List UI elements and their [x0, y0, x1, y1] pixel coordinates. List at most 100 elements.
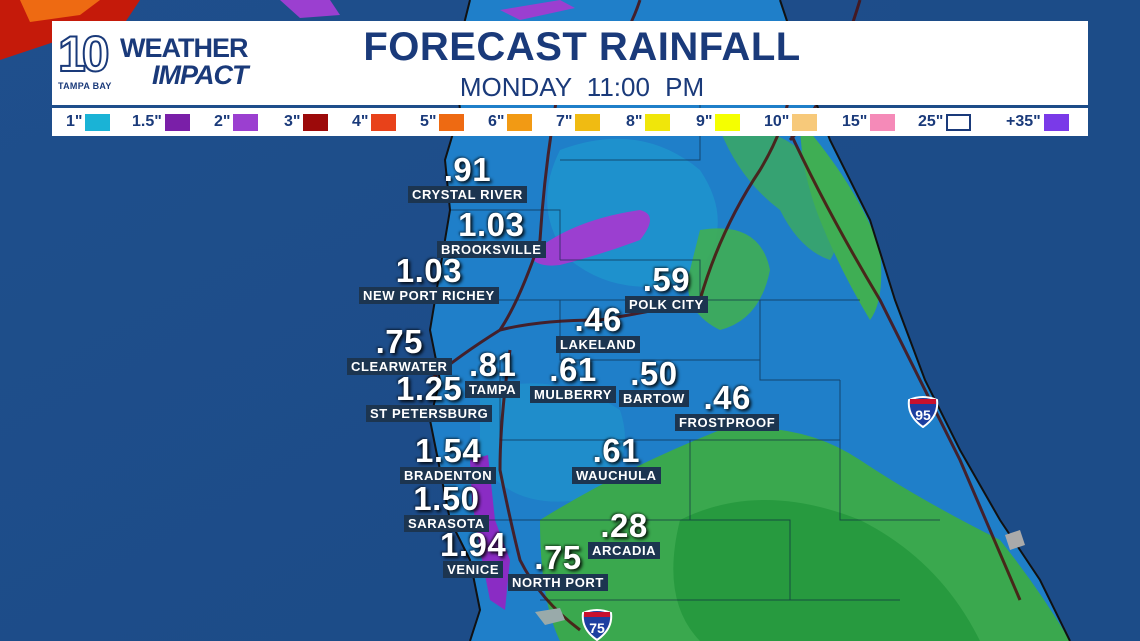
- rainfall-value: 1.03: [458, 206, 525, 243]
- legend-swatch: [439, 113, 465, 131]
- legend-label: 10": [764, 113, 790, 130]
- city-name: NEW PORT RICHEY: [359, 287, 499, 304]
- rainfall-value: .61: [549, 351, 597, 388]
- legend-swatch: [507, 113, 533, 131]
- city-clearwater: .75 CLEARWATER: [347, 323, 452, 376]
- city-name: BARTOW: [619, 390, 689, 407]
- city-name: WAUCHULA: [572, 467, 661, 484]
- legend-item: 1": [66, 112, 111, 132]
- city-frostproof: .46 FROSTPROOF: [675, 379, 780, 432]
- rainfall-value: .91: [443, 151, 492, 188]
- legend-swatch: [792, 113, 818, 131]
- city-st-petersburg: 1.25 ST PETERSBURG: [366, 370, 493, 423]
- city-name: TAMPA: [465, 381, 521, 398]
- legend-swatch: [1043, 113, 1069, 131]
- city-mulberry: .61 MULBERRY: [530, 351, 616, 404]
- legend-label: 8": [626, 113, 643, 130]
- purple-band-north-1: [280, 0, 340, 18]
- legend-label: 5": [420, 113, 437, 130]
- rainfall-value: 1.50: [413, 480, 480, 517]
- charlotte-harbor: [535, 608, 565, 625]
- interstate-shield-icon: 95: [907, 396, 939, 428]
- city-name: CLEARWATER: [347, 358, 452, 375]
- rainfall-legend: 1" 1.5" 2" 3" 4" 5" 6" 7" 8" 9" 10" 15" …: [52, 108, 1088, 136]
- city-name: FROSTPROOF: [675, 414, 780, 431]
- rainfall-value: .50: [630, 355, 678, 392]
- legend-item: 6": [488, 112, 533, 132]
- rainfall-value: .61: [592, 432, 640, 469]
- legend-item: +35": [1006, 112, 1069, 132]
- legend-item: 8": [626, 112, 671, 132]
- rainfall-value: 1.03: [395, 252, 463, 289]
- rainfall-value: 1.25: [396, 370, 463, 407]
- legend-item: 4": [352, 112, 397, 132]
- city-wauchula: .61 WAUCHULA: [572, 432, 661, 485]
- legend-item: 3": [284, 112, 329, 132]
- city-arcadia: .28 ARCADIA: [588, 507, 661, 560]
- title-header: 10 TAMPA BAY WEATHER IMPACT FORECAST RAI…: [52, 21, 1088, 105]
- city-name: BRADENTON: [400, 467, 497, 484]
- logo-word-weather: WEATHER: [120, 33, 248, 63]
- legend-swatch: [870, 113, 896, 131]
- legend-item: 2": [214, 112, 259, 132]
- legend-label: 3": [284, 113, 301, 130]
- shield-label: 75: [589, 620, 605, 636]
- city-name: NORTH PORT: [508, 574, 608, 591]
- legend-swatch: [303, 113, 329, 131]
- city-sarasota: 1.50 SARASOTA: [404, 480, 489, 533]
- logo-number: 10: [57, 25, 111, 83]
- city-name: LAKELAND: [556, 336, 641, 353]
- legend-label: 4": [352, 113, 369, 130]
- rainfall-value: .59: [642, 261, 691, 298]
- legend-label: 6": [488, 113, 505, 130]
- legend-label: 9": [696, 113, 713, 130]
- legend-swatch: [575, 113, 601, 131]
- interstate-shield-icon: 75: [581, 609, 613, 641]
- logo-subtext: TAMPA BAY: [58, 81, 112, 91]
- legend-item: 15": [842, 112, 896, 132]
- legend-item: 1.5": [132, 112, 190, 132]
- legend-label: 2": [214, 113, 231, 130]
- purple-band-north-2: [500, 0, 575, 20]
- legend-swatch: [371, 113, 397, 131]
- shield-label: 95: [915, 407, 931, 423]
- city-bartow: .50 BARTOW: [619, 355, 689, 408]
- legend-label: 7": [556, 113, 573, 130]
- city-north-port: .75 NORTH PORT: [508, 541, 608, 592]
- legend-swatch: [164, 113, 190, 131]
- rainfall-value: .75: [375, 323, 423, 360]
- green-rain-area-north: [688, 228, 770, 330]
- legend-label: 1.5": [132, 113, 162, 130]
- legend-item: 25": [918, 112, 972, 132]
- legend-label: +35": [1006, 113, 1041, 130]
- rainfall-value: 1.54: [414, 432, 482, 469]
- city-brooksville: 1.03 BROOKSVILLE: [437, 206, 546, 259]
- rainfall-value: 1.94: [440, 526, 507, 563]
- legend-label: 15": [842, 113, 868, 130]
- page-title: FORECAST RAINFALL: [363, 25, 801, 69]
- city-name: SARASOTA: [404, 515, 489, 532]
- legend-label: 25": [918, 113, 944, 130]
- city-tampa: .81 TAMPA: [465, 348, 521, 399]
- lake: [1005, 530, 1025, 550]
- legend-item: 9": [696, 112, 741, 132]
- legend-swatch: [645, 113, 671, 131]
- city-polk-city: .59 POLK CITY: [625, 261, 708, 314]
- rainfall-value: .46: [703, 379, 751, 416]
- rainfall-value: .28: [600, 507, 648, 544]
- city-name: ARCADIA: [588, 542, 661, 559]
- city-lakeland: .46 LAKELAND: [556, 301, 641, 354]
- green-rain-area-south-core: [673, 500, 980, 641]
- city-venice: 1.94 VENICE: [440, 526, 507, 579]
- legend-item: 5": [420, 112, 465, 132]
- city-name: VENICE: [443, 561, 504, 578]
- forecast-time: MONDAY 11:00 PM: [459, 72, 705, 102]
- city-name: CRYSTAL RIVER: [408, 186, 527, 203]
- city-name: MULBERRY: [530, 386, 616, 403]
- city-name: BROOKSVILLE: [437, 241, 546, 258]
- legend-swatch: [715, 113, 741, 131]
- legend-label: 1": [66, 113, 83, 130]
- legend-item: 10": [764, 112, 818, 132]
- rainfall-value: .46: [574, 301, 622, 338]
